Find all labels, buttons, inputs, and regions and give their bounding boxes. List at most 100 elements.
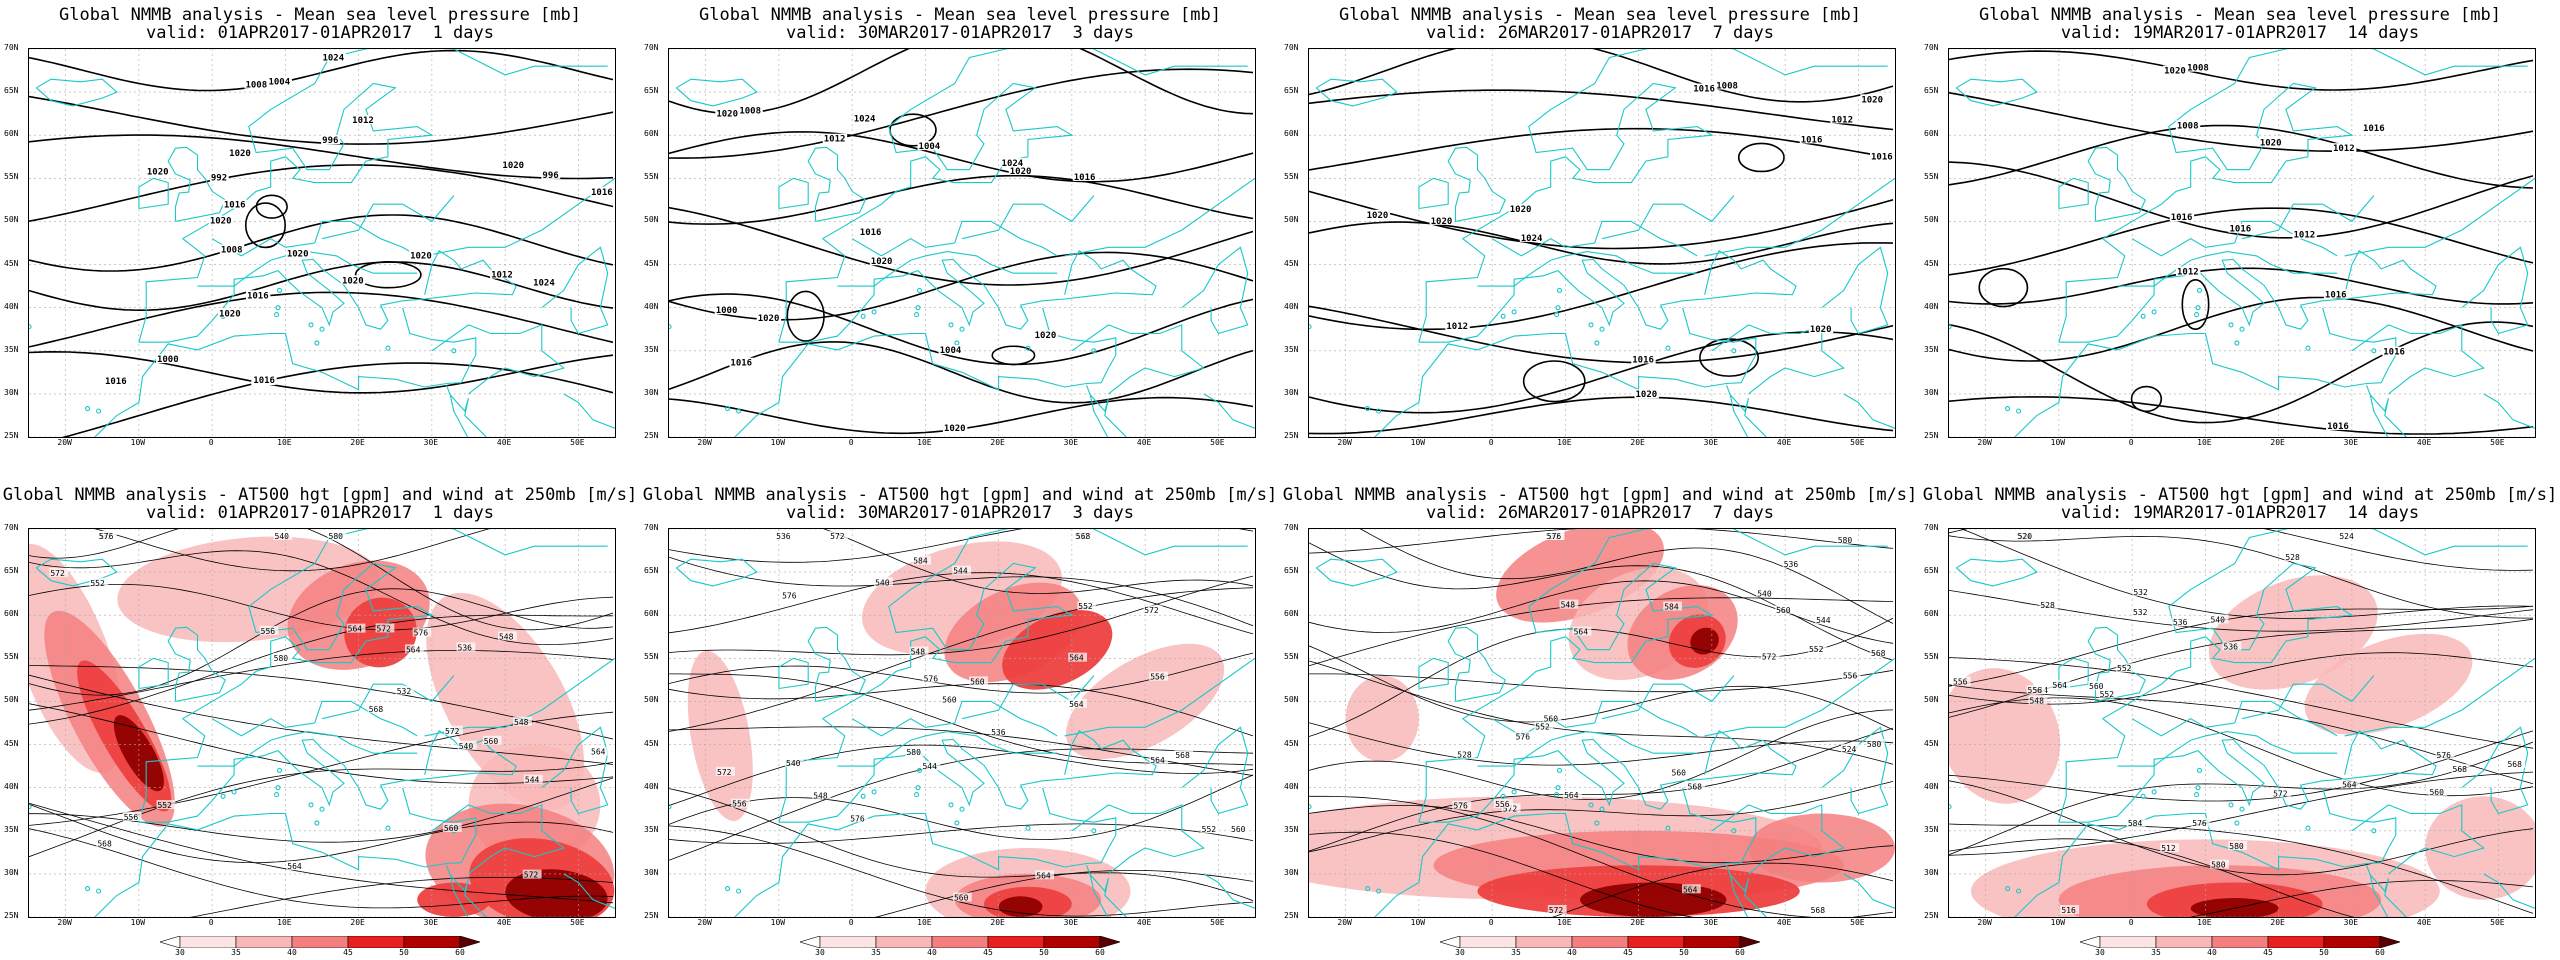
coastlines xyxy=(1949,529,2535,917)
contour-label-bg xyxy=(2228,223,2253,233)
contour-label: 1016 xyxy=(1871,152,1893,162)
contour-label: 548 xyxy=(2029,697,2044,706)
isoline xyxy=(1309,660,1894,765)
island xyxy=(669,324,672,330)
colorbar-tick-label: 50 xyxy=(399,948,409,957)
lat-tick-label: 25N xyxy=(1924,911,1939,920)
contour-label-bg xyxy=(2382,346,2407,356)
island xyxy=(736,408,742,414)
contour-label-bg xyxy=(2163,65,2188,75)
coastline xyxy=(2483,393,2535,429)
lat-tick-label: 40N xyxy=(644,781,659,791)
contour-label: 1012 xyxy=(2333,144,2355,154)
contour-label-bg xyxy=(1870,647,1889,657)
coastline xyxy=(778,177,809,210)
contour-label-bg xyxy=(714,305,740,315)
lon-tick-label: 40E xyxy=(496,438,512,447)
lat-tick-label: 50N xyxy=(1924,695,1939,705)
contour-label-bg xyxy=(1952,676,1971,686)
lon-tick-label: 50E xyxy=(1850,438,1865,447)
contour-label: 576 xyxy=(2437,751,2452,760)
coastline xyxy=(1711,804,1845,875)
contour-label: 1016 xyxy=(224,201,246,211)
contour-label-bg xyxy=(103,376,129,386)
contour-label-bg xyxy=(1756,588,1776,598)
contour-label-bg xyxy=(1681,884,1701,894)
contour-labels: 1008 1012 1016 1020 1024 1012 1016 1020 1020 1016… xyxy=(1365,80,1895,400)
lat-tick-label: 45N xyxy=(1284,258,1299,268)
contour-label: 548 xyxy=(514,718,529,727)
map-svg: 1004996996992100810121016100010041008101… xyxy=(29,49,615,437)
island xyxy=(954,340,960,346)
contour-label-bg xyxy=(89,577,109,587)
coastline xyxy=(734,787,1117,917)
lon-axis: 20W 10W 0 10E 20E 30E 40E 50E xyxy=(1308,438,1894,450)
coastline xyxy=(1711,324,1845,395)
coastline xyxy=(1491,700,1698,737)
lon-tick-label: 50E xyxy=(2490,918,2505,927)
contour-label: 568 xyxy=(2453,765,2468,774)
lat-tick-label: 30N xyxy=(644,387,659,397)
island xyxy=(2196,287,2203,293)
contour-label: 556 xyxy=(1150,673,1165,682)
contour-label-bg xyxy=(969,676,988,686)
contour-lines xyxy=(1309,529,1894,917)
lat-tick-label: 50N xyxy=(1284,215,1299,225)
contour-label-bg xyxy=(1072,171,1098,181)
isoline xyxy=(669,529,1254,563)
contour-label: 1020 xyxy=(1035,331,1057,341)
lat-tick-label: 65N xyxy=(1284,86,1299,96)
contour-label: 992 xyxy=(211,174,227,184)
wind-speed-area xyxy=(417,882,491,917)
lat-tick-label: 65N xyxy=(644,86,659,96)
island xyxy=(959,806,965,812)
panel-title: Global NMMB analysis - AT500 hgt [gpm] a… xyxy=(642,485,1278,505)
contour-label-bg xyxy=(49,567,69,577)
contour-label-bg xyxy=(942,422,968,432)
contour-label: 996 xyxy=(322,136,338,146)
contour-label-bg xyxy=(1429,215,1455,225)
isoline xyxy=(29,134,614,180)
contour-label-bg xyxy=(1760,651,1780,661)
contour-label-bg xyxy=(2026,685,2046,695)
lon-tick-label: 30E xyxy=(1063,918,1079,927)
coastline xyxy=(1374,787,1757,917)
contour-label: 568 xyxy=(1688,782,1703,791)
panel-subtitle: valid: 30MAR2017-01APR2017 3 days xyxy=(786,503,1134,523)
coastline xyxy=(2058,49,2528,343)
contour-label-bg xyxy=(2176,266,2201,276)
contour-label: 552 xyxy=(90,579,105,588)
lon-tick-label: 10E xyxy=(2197,438,2212,447)
contour-label-bg xyxy=(351,115,376,125)
lat-axis: 70N 65N 60N 55N 50N 45N 40N 35N 30N 25N xyxy=(644,44,668,440)
contour-label-bg xyxy=(716,766,735,776)
contour-label: 556 xyxy=(2028,686,2043,695)
lat-tick-label: 40N xyxy=(644,301,659,311)
contour-label: 568 xyxy=(2507,760,2522,769)
colorbar-tick-label: 45 xyxy=(2263,948,2273,957)
map-plot-area: 5245285325365405445485525565605645685765… xyxy=(1948,528,2536,918)
contour-label: 552 xyxy=(2117,664,2132,673)
isoline xyxy=(29,588,614,696)
contour-label-bg xyxy=(1807,643,1827,653)
island xyxy=(1091,348,1097,354)
coastline xyxy=(2365,865,2408,917)
coastlines xyxy=(669,529,1255,917)
lat-tick-label: 35N xyxy=(1284,344,1299,354)
isoline xyxy=(1309,669,1894,693)
contour-lines xyxy=(1309,49,1894,435)
contour-label: 576 xyxy=(1516,732,1531,741)
colorbar-tick-label: 50 xyxy=(1039,948,1049,957)
contour-label: 576 xyxy=(99,532,114,541)
lon-tick-label: 20E xyxy=(350,438,365,447)
contour-label: 1008 xyxy=(2177,121,2199,131)
lat-tick-label: 30N xyxy=(1284,387,1299,397)
contour-label-bg xyxy=(456,642,476,652)
lon-tick-label: 20W xyxy=(1337,438,1352,447)
coastline xyxy=(778,250,1157,343)
map-plot-area: 5325365405445485525565605645365405445485… xyxy=(668,528,1256,918)
contour-label: 568 xyxy=(1175,751,1190,760)
map-panel-p4: Global NMMB analysis - Mean sea level pr… xyxy=(1920,0,2560,480)
island xyxy=(1376,408,1382,414)
isoline xyxy=(29,49,614,92)
